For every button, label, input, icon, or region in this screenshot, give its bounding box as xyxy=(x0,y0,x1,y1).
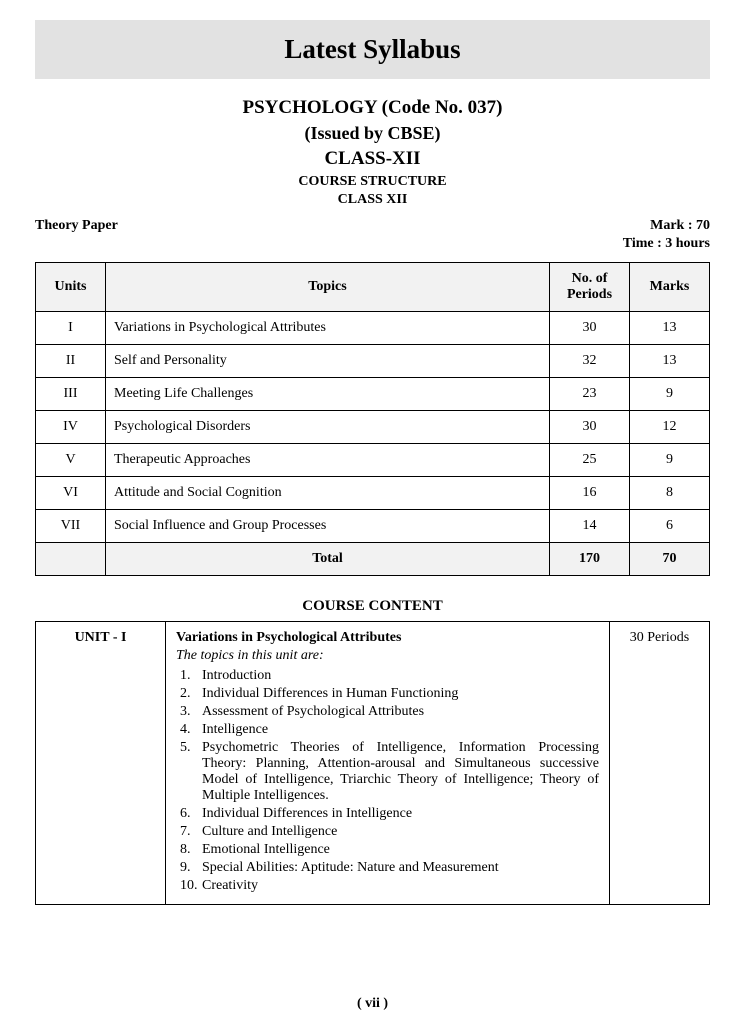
item-text: Creativity xyxy=(202,878,599,894)
header-marks: Marks xyxy=(630,263,710,312)
course-structure-label: COURSE STRUCTURE xyxy=(35,174,710,190)
cell-topic: Meeting Life Challenges xyxy=(106,378,550,411)
list-item: 6.Individual Differences in Intelligence xyxy=(180,806,599,822)
item-text: Culture and Intelligence xyxy=(202,824,599,840)
time-label: Time : 3 hours xyxy=(35,236,710,252)
list-item: 5.Psychometric Theories of Intelligence,… xyxy=(180,740,599,804)
total-marks: 70 xyxy=(630,543,710,576)
item-number: 1. xyxy=(180,668,202,684)
item-number: 4. xyxy=(180,722,202,738)
item-number: 9. xyxy=(180,860,202,876)
list-item: 3.Assessment of Psychological Attributes xyxy=(180,704,599,720)
cell-topic: Psychological Disorders xyxy=(106,411,550,444)
cell-topic: Variations in Psychological Attributes xyxy=(106,312,550,345)
cell-topic: Therapeutic Approaches xyxy=(106,444,550,477)
list-item: 1.Introduction xyxy=(180,668,599,684)
cell-marks: 13 xyxy=(630,345,710,378)
list-item: 9.Special Abilities: Aptitude: Nature an… xyxy=(180,860,599,876)
cell-unit: I xyxy=(36,312,106,345)
total-label: Total xyxy=(106,543,550,576)
cell-unit: IV xyxy=(36,411,106,444)
table-row: IVPsychological Disorders3012 xyxy=(36,411,710,444)
total-periods: 170 xyxy=(550,543,630,576)
syllabus-table: Units Topics No. of Periods Marks IVaria… xyxy=(35,262,710,576)
subject-code: PSYCHOLOGY (Code No. 037) xyxy=(35,97,710,119)
unit-label: UNIT - I xyxy=(36,622,166,905)
cell-unit: II xyxy=(36,345,106,378)
table-row: VTherapeutic Approaches259 xyxy=(36,444,710,477)
marks-label: Mark : 70 xyxy=(650,218,710,234)
item-number: 7. xyxy=(180,824,202,840)
item-number: 5. xyxy=(180,740,202,804)
course-content-heading: COURSE CONTENT xyxy=(35,598,710,615)
cell-periods: 14 xyxy=(550,510,630,543)
syllabus-tbody: IVariations in Psychological Attributes3… xyxy=(36,312,710,576)
cell-marks: 13 xyxy=(630,312,710,345)
topic-list: 1.Introduction2.Individual Differences i… xyxy=(176,668,599,894)
item-text: Individual Differences in Intelligence xyxy=(202,806,599,822)
cell-topic: Self and Personality xyxy=(106,345,550,378)
cell-unit: VI xyxy=(36,477,106,510)
cell-periods: 16 xyxy=(550,477,630,510)
item-text: Intelligence xyxy=(202,722,599,738)
cell-periods: 30 xyxy=(550,312,630,345)
page-number: ( vii ) xyxy=(0,996,745,1012)
cell-periods: 32 xyxy=(550,345,630,378)
item-text: Assessment of Psychological Attributes xyxy=(202,704,599,720)
table-row: IVariations in Psychological Attributes3… xyxy=(36,312,710,345)
header-block: PSYCHOLOGY (Code No. 037) (Issued by CBS… xyxy=(35,97,710,208)
table-row: VIISocial Influence and Group Processes1… xyxy=(36,510,710,543)
item-text: Introduction xyxy=(202,668,599,684)
meta-row: Theory Paper Mark : 70 xyxy=(35,218,710,234)
item-text: Emotional Intelligence xyxy=(202,842,599,858)
item-text: Special Abilities: Aptitude: Nature and … xyxy=(202,860,599,876)
total-row: Total17070 xyxy=(36,543,710,576)
table-header-row: Units Topics No. of Periods Marks xyxy=(36,263,710,312)
cell-marks: 12 xyxy=(630,411,710,444)
list-item: 10.Creativity xyxy=(180,878,599,894)
list-item: 2.Individual Differences in Human Functi… xyxy=(180,686,599,702)
banner-title: Latest Syllabus xyxy=(35,34,710,65)
list-item: 7.Culture and Intelligence xyxy=(180,824,599,840)
cell-unit: III xyxy=(36,378,106,411)
item-number: 6. xyxy=(180,806,202,822)
cell-periods: 23 xyxy=(550,378,630,411)
cell-unit: VII xyxy=(36,510,106,543)
item-number: 8. xyxy=(180,842,202,858)
item-text: Psychometric Theories of Intelligence, I… xyxy=(202,740,599,804)
topic-intro: The topics in this unit are: xyxy=(176,648,599,664)
banner: Latest Syllabus xyxy=(35,20,710,79)
item-number: 2. xyxy=(180,686,202,702)
cell-marks: 9 xyxy=(630,378,710,411)
table-row: VIAttitude and Social Cognition168 xyxy=(36,477,710,510)
issued-by: (Issued by CBSE) xyxy=(35,123,710,144)
item-text: Individual Differences in Human Function… xyxy=(202,686,599,702)
topic-title: Variations in Psychological Attributes xyxy=(176,630,599,646)
list-item: 8.Emotional Intelligence xyxy=(180,842,599,858)
list-item: 4.Intelligence xyxy=(180,722,599,738)
header-topics: Topics xyxy=(106,263,550,312)
header-periods: No. of Periods xyxy=(550,263,630,312)
course-content-table: UNIT - I Variations in Psychological Att… xyxy=(35,621,710,905)
periods-label: 30 Periods xyxy=(610,622,710,905)
table-row: IISelf and Personality3213 xyxy=(36,345,710,378)
class-sub: CLASS XII xyxy=(35,192,710,208)
cell-unit: V xyxy=(36,444,106,477)
cell-marks: 6 xyxy=(630,510,710,543)
header-units: Units xyxy=(36,263,106,312)
content-row: UNIT - I Variations in Psychological Att… xyxy=(36,622,710,905)
content-cell: Variations in Psychological Attributes T… xyxy=(166,622,610,905)
cell-topic: Attitude and Social Cognition xyxy=(106,477,550,510)
cell-periods: 30 xyxy=(550,411,630,444)
cell-topic: Social Influence and Group Processes xyxy=(106,510,550,543)
item-number: 3. xyxy=(180,704,202,720)
cell-periods: 25 xyxy=(550,444,630,477)
class-line: CLASS-XII xyxy=(35,148,710,170)
table-row: IIIMeeting Life Challenges239 xyxy=(36,378,710,411)
cell-marks: 9 xyxy=(630,444,710,477)
cell-marks: 8 xyxy=(630,477,710,510)
total-blank xyxy=(36,543,106,576)
item-number: 10. xyxy=(180,878,202,894)
theory-paper-label: Theory Paper xyxy=(35,218,118,234)
